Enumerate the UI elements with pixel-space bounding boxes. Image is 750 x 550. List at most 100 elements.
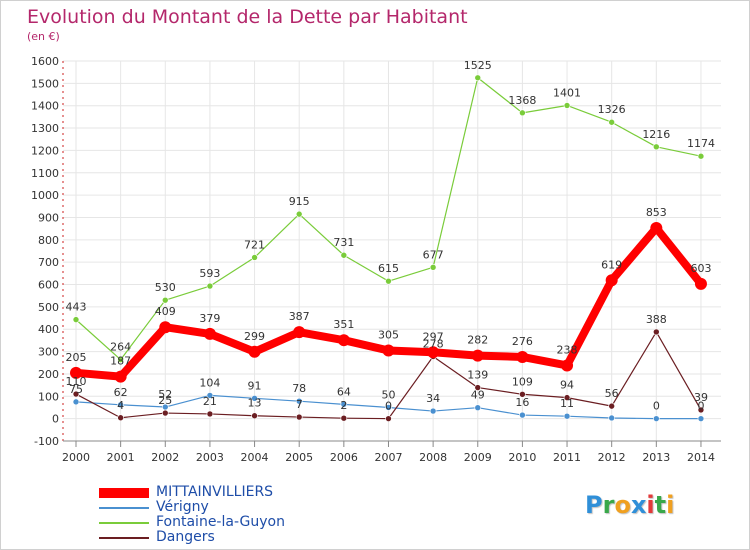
- data-label: 94: [560, 379, 574, 392]
- y-tick-label: 1300: [31, 122, 59, 135]
- x-tick-label: 2006: [330, 451, 358, 464]
- data-label: 299: [244, 330, 265, 343]
- data-label: 109: [512, 375, 533, 388]
- series-point-3: [608, 402, 615, 410]
- data-label: 4: [117, 399, 124, 412]
- x-tick-label: 2007: [374, 451, 402, 464]
- series-point-0: [561, 359, 574, 372]
- data-label: 16: [515, 396, 529, 409]
- data-label: 64: [337, 385, 351, 398]
- series-point-1: [206, 392, 214, 399]
- y-tick-label: 1400: [31, 100, 59, 113]
- data-label: 276: [512, 335, 533, 348]
- logo-letter: r: [602, 491, 615, 519]
- series-point-2: [697, 152, 705, 160]
- y-tick-label: 1600: [31, 55, 59, 68]
- series-point-3: [117, 414, 124, 422]
- data-label: 34: [426, 392, 440, 405]
- legend-label: Vérigny: [156, 499, 209, 515]
- x-tick-label: 2001: [107, 451, 135, 464]
- data-label: 7: [296, 398, 303, 411]
- data-label: 1368: [508, 94, 536, 107]
- data-label: 49: [471, 389, 485, 402]
- series-point-0: [203, 327, 216, 340]
- data-label: 1525: [464, 59, 492, 72]
- data-label: 75: [69, 383, 83, 396]
- series-point-2: [206, 282, 214, 290]
- legend-swatch: [99, 507, 149, 509]
- data-label: 91: [248, 379, 262, 392]
- x-tick-label: 2012: [598, 451, 626, 464]
- series-point-3: [161, 409, 169, 417]
- data-label: 619: [601, 258, 622, 271]
- series-point-2: [117, 356, 124, 363]
- series-point-0: [427, 346, 440, 359]
- series-point-3: [72, 390, 80, 398]
- series-point-2: [251, 254, 258, 261]
- legend-swatch: [99, 537, 149, 539]
- series-point-3: [519, 390, 526, 398]
- series-point-1: [653, 415, 660, 422]
- data-label: 1401: [553, 86, 581, 99]
- series-point-0: [694, 277, 707, 290]
- logo-letter: o: [614, 491, 631, 519]
- y-tick-label: -100: [34, 435, 59, 448]
- series-point-2: [474, 74, 482, 82]
- series-point-3: [563, 394, 571, 401]
- y-tick-label: 100: [38, 390, 59, 403]
- series-point-2: [295, 210, 303, 218]
- x-tick-label: 2005: [285, 451, 313, 464]
- data-label: 721: [244, 238, 265, 251]
- series-point-0: [650, 221, 663, 234]
- y-tick-label: 1000: [31, 189, 59, 202]
- series-point-1: [340, 401, 348, 408]
- data-label: 409: [155, 305, 176, 318]
- x-tick-label: 2004: [241, 451, 269, 464]
- series-point-2: [653, 143, 660, 151]
- data-label: 915: [289, 195, 310, 208]
- data-label: 11: [560, 397, 574, 410]
- x-tick-label: 2010: [508, 451, 536, 464]
- data-label: 282: [467, 334, 488, 347]
- data-label: 0: [385, 400, 392, 413]
- data-label: 1216: [642, 128, 670, 141]
- series-point-1: [608, 414, 615, 422]
- series-point-0: [516, 350, 529, 363]
- series-point-2: [72, 316, 80, 323]
- series-point-3: [385, 415, 392, 422]
- series-point-0: [114, 370, 127, 383]
- series-point-2: [429, 264, 437, 271]
- series-point-1: [72, 398, 80, 406]
- data-label: 110: [66, 375, 87, 388]
- x-tick-label: 2014: [687, 451, 715, 464]
- x-tick-label: 2011: [553, 451, 581, 464]
- series-point-3: [295, 413, 303, 421]
- data-label: 0: [653, 400, 660, 413]
- data-label: 264: [110, 341, 131, 354]
- logo-letter: t: [654, 491, 667, 519]
- data-label: 387: [289, 310, 310, 323]
- series-point-1: [519, 411, 526, 419]
- data-label: 853: [646, 206, 667, 219]
- y-tick-label: 200: [38, 368, 59, 381]
- y-tick-label: 500: [38, 301, 59, 314]
- series-point-2: [385, 277, 392, 285]
- x-tick-label: 2003: [196, 451, 224, 464]
- data-label: 603: [690, 262, 711, 275]
- legend-label: Dangers: [156, 529, 215, 545]
- data-label: 1326: [598, 103, 626, 116]
- data-label: 351: [333, 318, 354, 331]
- legend-label: MITTAINVILLIERS: [156, 484, 274, 500]
- data-label: 39: [694, 391, 708, 404]
- series-point-2: [519, 109, 526, 117]
- data-label: 593: [199, 267, 220, 280]
- data-label: 52: [158, 388, 172, 401]
- data-label: 615: [378, 262, 399, 275]
- series-point-3: [697, 406, 705, 414]
- series-point-0: [159, 321, 172, 334]
- series-point-0: [471, 349, 484, 362]
- proxiti-logo: Proxiti: [585, 491, 674, 519]
- series-point-1: [295, 397, 303, 405]
